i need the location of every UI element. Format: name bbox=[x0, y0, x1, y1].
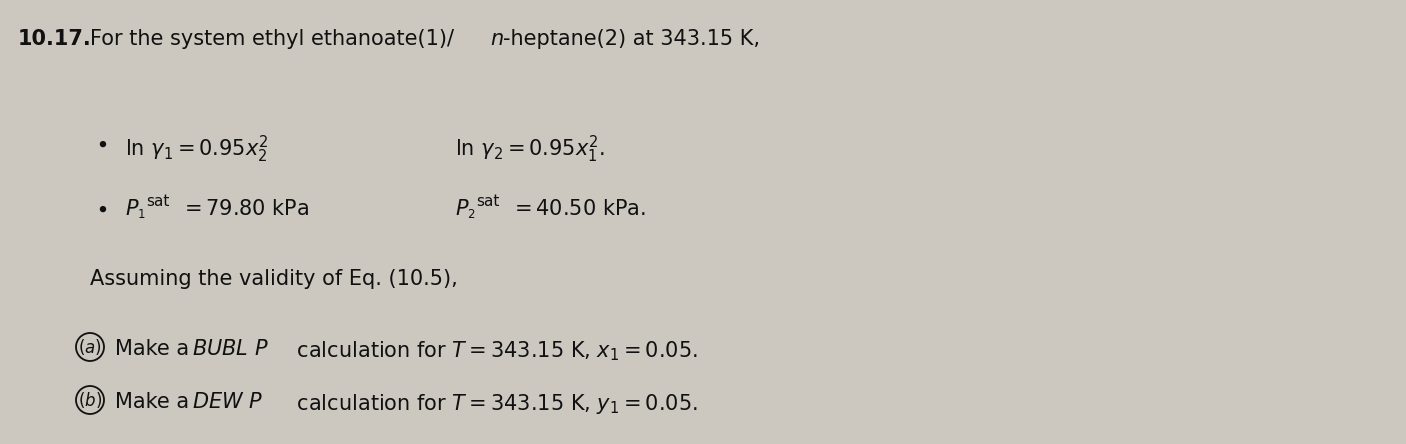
Text: $\ln\,\gamma_1 = 0.95x_2^2$: $\ln\,\gamma_1 = 0.95x_2^2$ bbox=[125, 134, 269, 165]
Text: $DEW\ P$: $DEW\ P$ bbox=[193, 392, 263, 412]
Text: $(b)$: $(b)$ bbox=[77, 390, 103, 410]
Text: Make a: Make a bbox=[115, 339, 195, 359]
Text: $(a)$: $(a)$ bbox=[79, 337, 101, 357]
Text: $n$: $n$ bbox=[491, 29, 503, 49]
Text: $\ln\,\gamma_2 = 0.95x_1^2.$: $\ln\,\gamma_2 = 0.95x_1^2.$ bbox=[456, 134, 605, 165]
Text: $BUBL\ P$: $BUBL\ P$ bbox=[193, 339, 269, 359]
Text: sat: sat bbox=[477, 194, 499, 209]
Text: Assuming the validity of Eq. (10.5),: Assuming the validity of Eq. (10.5), bbox=[90, 269, 458, 289]
Text: sat: sat bbox=[146, 194, 169, 209]
Text: $P$: $P$ bbox=[125, 199, 139, 219]
Text: $\bullet$: $\bullet$ bbox=[96, 199, 107, 219]
Text: 10.17.: 10.17. bbox=[18, 29, 91, 49]
Text: For the system ethyl ethanoate(1)/: For the system ethyl ethanoate(1)/ bbox=[90, 29, 454, 49]
Text: -heptane(2) at 343.15 K,: -heptane(2) at 343.15 K, bbox=[503, 29, 761, 49]
Text: calculation for $T = 343.15$ K, $x_1 = 0.05.$: calculation for $T = 343.15$ K, $x_1 = 0… bbox=[290, 339, 697, 363]
Text: calculation for $T = 343.15$ K, $y_1 = 0.05.$: calculation for $T = 343.15$ K, $y_1 = 0… bbox=[290, 392, 697, 416]
Text: $= 79.80$ kPa: $= 79.80$ kPa bbox=[180, 199, 309, 219]
Text: $_2$: $_2$ bbox=[467, 203, 475, 221]
Text: $_1$: $_1$ bbox=[136, 203, 146, 221]
Text: $\bullet$: $\bullet$ bbox=[96, 134, 107, 154]
Text: Make a: Make a bbox=[115, 392, 195, 412]
Text: $= 40.50$ kPa.: $= 40.50$ kPa. bbox=[510, 199, 645, 219]
Text: $P$: $P$ bbox=[456, 199, 470, 219]
